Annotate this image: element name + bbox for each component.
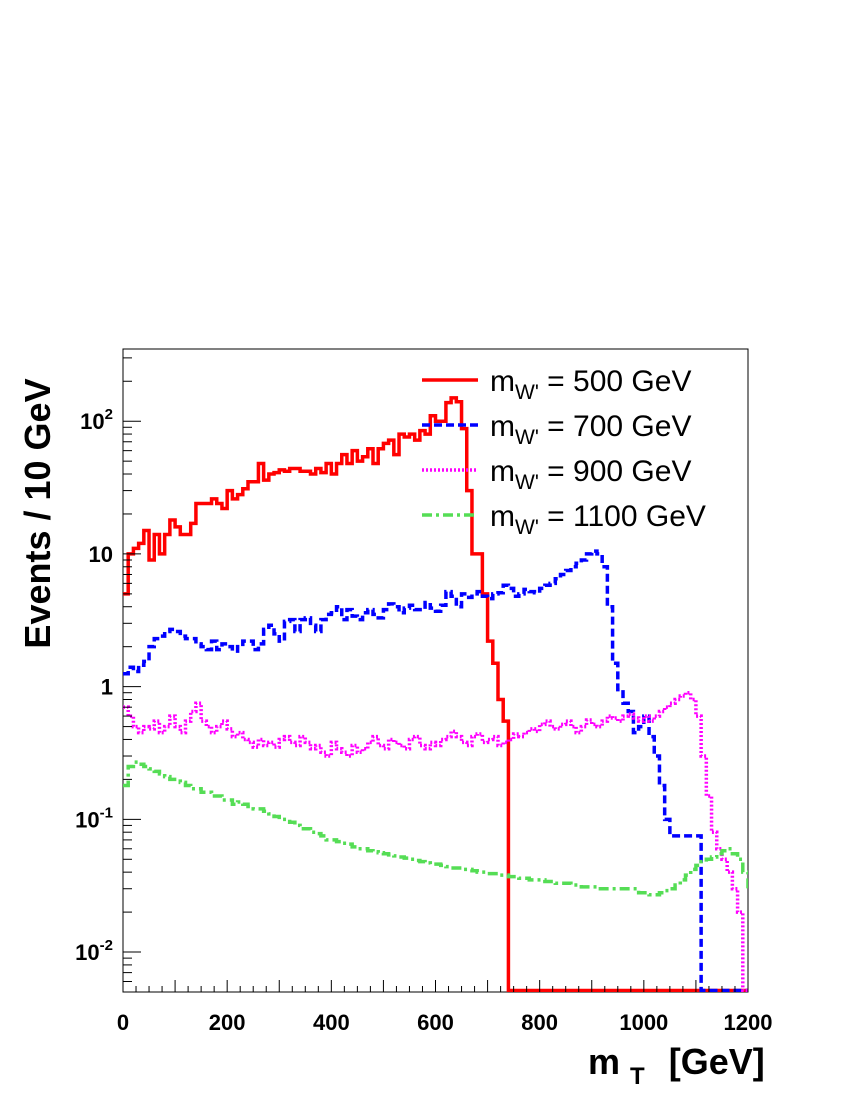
x-tick-label: 200 [209,1010,246,1035]
x-axis-title-subscript: T [630,1063,645,1090]
y-tick-label: 102 [80,406,113,434]
legend-label-900: mW' = 900 GeV [490,455,691,494]
x-tick-label: 800 [521,1010,558,1035]
legend: mW' = 500 GeV mW' = 700 GeV mW' = 900 GeV m… [422,365,706,539]
y-tick-label: 1 [101,675,113,700]
x-tick-label: 600 [417,1010,454,1035]
x-tick-label: 1200 [724,1010,773,1035]
x-axis-title: m T [GeV] [588,1041,765,1092]
legend-label-500: mW' = 500 GeV [490,365,691,404]
legend-label-700: mW' = 700 GeV [490,410,691,449]
series-line-700 [123,549,748,992]
y-axis: 10-2 10-1 1 10 102 [75,357,141,993]
series-line-1100 [123,760,748,992]
y-tick-label: 10 [89,542,113,567]
x-tick-label: 400 [313,1010,350,1035]
x-tick-label: 1000 [619,1010,668,1035]
x-axis-title-main: m [588,1041,620,1082]
x-axis: 0 200 400 600 800 1000 1200 [117,980,773,1035]
series-line-900 [123,690,748,992]
x-axis-title-unit: [GeV] [669,1041,765,1082]
y-tick-label: 10-1 [75,804,113,832]
series-layer [123,396,748,992]
legend-label-1100: mW' = 1100 GeV [490,500,706,539]
x-tick-label: 0 [117,1010,129,1035]
series-line-500 [123,396,748,992]
y-axis-title: Events / 10 GeV [17,378,58,648]
y-tick-label: 10-2 [75,937,113,965]
plot-frame [122,348,749,993]
